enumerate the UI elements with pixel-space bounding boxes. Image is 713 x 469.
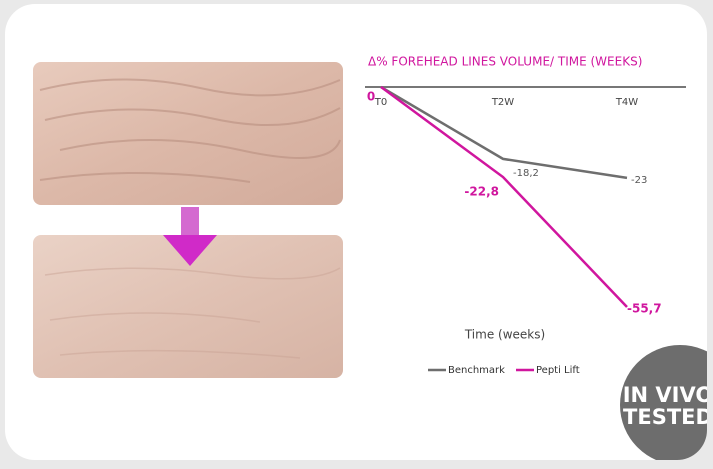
data-label: -22,8 xyxy=(464,185,499,199)
arrow xyxy=(163,207,217,266)
data-label: 0 xyxy=(367,90,375,104)
x-tick-label: T4W xyxy=(615,97,638,108)
data-label: -23 xyxy=(631,175,647,186)
series-line xyxy=(380,85,628,180)
x-axis-label: Time (weeks) xyxy=(464,328,545,342)
badge-circle xyxy=(620,345,707,460)
photo-before xyxy=(33,62,343,205)
badge-line: IN VIVO xyxy=(623,383,713,407)
x-tick-label: T0 xyxy=(374,97,387,108)
data-label: -18,2 xyxy=(513,168,539,179)
chart-title: Δ% FOREHEAD LINES VOLUME/ TIME (WEEKS) xyxy=(368,55,642,69)
x-tick-label: T2W xyxy=(491,97,514,108)
legend-label: Benchmark xyxy=(448,365,505,376)
series-line xyxy=(380,85,628,308)
badge: IN VIVO TESTED xyxy=(620,345,713,460)
data-label: -55,7 xyxy=(627,302,662,316)
photo-after xyxy=(33,235,343,378)
badge-line: TESTED xyxy=(623,405,713,429)
legend-label: Pepti Lift xyxy=(536,365,580,376)
